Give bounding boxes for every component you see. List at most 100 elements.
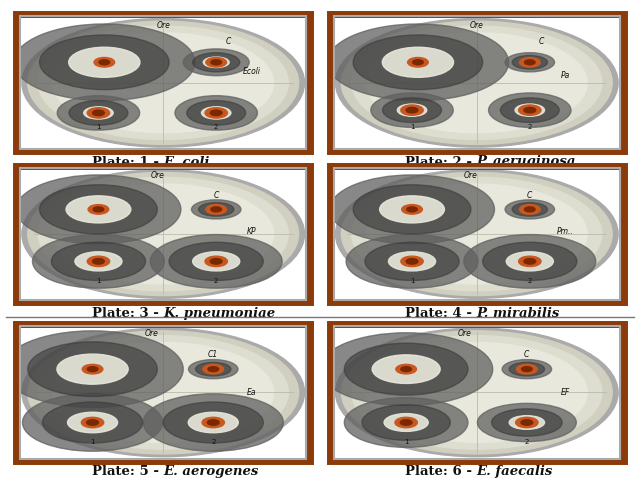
Ellipse shape <box>352 26 602 140</box>
Ellipse shape <box>53 342 274 443</box>
Ellipse shape <box>319 333 493 406</box>
Text: 2: 2 <box>527 123 532 130</box>
Ellipse shape <box>327 24 509 101</box>
Ellipse shape <box>196 362 231 376</box>
Circle shape <box>93 207 104 212</box>
Ellipse shape <box>2 331 183 408</box>
Circle shape <box>524 108 536 113</box>
Text: 2: 2 <box>214 277 218 284</box>
Circle shape <box>94 58 115 67</box>
Text: 1: 1 <box>410 277 414 284</box>
Ellipse shape <box>330 175 495 244</box>
Ellipse shape <box>51 242 145 280</box>
Circle shape <box>402 204 422 214</box>
Circle shape <box>518 105 541 115</box>
Text: E. coli: E. coli <box>163 156 209 168</box>
Text: 1: 1 <box>96 123 100 130</box>
Ellipse shape <box>367 33 588 133</box>
Ellipse shape <box>204 57 229 68</box>
Text: 1: 1 <box>410 123 414 130</box>
Ellipse shape <box>202 107 231 119</box>
Circle shape <box>408 58 428 67</box>
Ellipse shape <box>505 200 554 219</box>
Text: 2: 2 <box>525 439 529 444</box>
Ellipse shape <box>40 35 169 90</box>
Circle shape <box>202 417 225 428</box>
Ellipse shape <box>150 235 282 288</box>
Text: P. mirabilis: P. mirabilis <box>477 307 560 320</box>
Ellipse shape <box>169 242 263 280</box>
Circle shape <box>516 364 537 374</box>
Text: Ore: Ore <box>150 171 164 180</box>
Ellipse shape <box>193 53 240 72</box>
Ellipse shape <box>28 21 299 144</box>
Circle shape <box>520 58 540 67</box>
Ellipse shape <box>341 21 612 144</box>
Ellipse shape <box>367 184 588 284</box>
Ellipse shape <box>520 59 540 66</box>
Circle shape <box>520 204 540 214</box>
Circle shape <box>205 108 227 118</box>
Ellipse shape <box>75 252 122 271</box>
Ellipse shape <box>372 355 440 384</box>
Ellipse shape <box>198 203 234 216</box>
Circle shape <box>207 420 219 425</box>
Circle shape <box>413 60 423 65</box>
Text: K. pneumoniae: K. pneumoniae <box>163 307 275 320</box>
Ellipse shape <box>483 242 577 280</box>
Ellipse shape <box>28 342 157 396</box>
Circle shape <box>525 60 535 65</box>
Ellipse shape <box>505 53 554 72</box>
Circle shape <box>211 207 221 212</box>
Ellipse shape <box>353 185 471 234</box>
Text: 1: 1 <box>404 439 408 444</box>
Ellipse shape <box>38 26 289 140</box>
Ellipse shape <box>42 402 143 443</box>
Circle shape <box>205 256 227 266</box>
Ellipse shape <box>506 252 554 271</box>
Ellipse shape <box>512 203 547 216</box>
Ellipse shape <box>16 175 181 244</box>
Circle shape <box>211 259 222 264</box>
Circle shape <box>401 256 423 266</box>
Ellipse shape <box>341 331 612 454</box>
Ellipse shape <box>388 252 436 271</box>
Circle shape <box>208 367 218 372</box>
Text: Ore: Ore <box>458 329 472 338</box>
Ellipse shape <box>84 107 113 119</box>
Ellipse shape <box>69 101 128 125</box>
Ellipse shape <box>365 242 459 280</box>
Ellipse shape <box>53 184 274 284</box>
Text: 1: 1 <box>90 439 95 444</box>
Circle shape <box>93 110 104 116</box>
Ellipse shape <box>335 19 618 147</box>
Ellipse shape <box>187 101 246 125</box>
Circle shape <box>400 420 412 425</box>
Circle shape <box>99 60 109 65</box>
Circle shape <box>86 420 99 425</box>
Circle shape <box>87 108 109 118</box>
Circle shape <box>87 367 98 372</box>
Ellipse shape <box>193 252 240 271</box>
Ellipse shape <box>38 177 289 291</box>
Ellipse shape <box>143 394 284 451</box>
Ellipse shape <box>380 196 444 223</box>
Text: C: C <box>524 349 529 359</box>
Circle shape <box>522 367 532 372</box>
Ellipse shape <box>22 328 305 456</box>
Ellipse shape <box>28 172 299 296</box>
Text: KP: KP <box>246 227 257 236</box>
Ellipse shape <box>383 98 442 122</box>
Ellipse shape <box>57 96 140 130</box>
Text: Plate: 2 -: Plate: 2 - <box>405 156 477 168</box>
Text: C1: C1 <box>208 349 218 359</box>
Text: Ore: Ore <box>464 171 478 180</box>
Ellipse shape <box>53 33 274 133</box>
Ellipse shape <box>335 170 618 298</box>
Text: C: C <box>214 191 219 200</box>
Ellipse shape <box>191 200 241 219</box>
Ellipse shape <box>517 365 536 373</box>
Ellipse shape <box>175 96 257 130</box>
Ellipse shape <box>509 362 545 376</box>
Ellipse shape <box>500 98 559 122</box>
